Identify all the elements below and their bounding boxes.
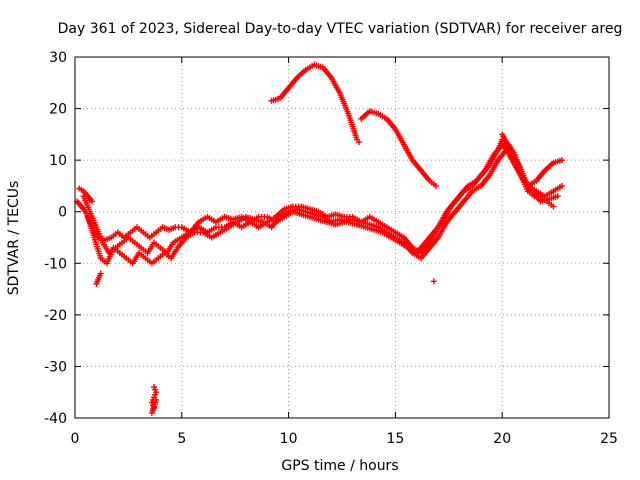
data-point — [554, 193, 561, 200]
y-tick-label: 30 — [49, 50, 67, 66]
x-tick-label: 20 — [493, 431, 511, 447]
data-point — [430, 278, 437, 285]
y-axis-label: SDTVAR / TECUs — [6, 181, 22, 296]
y-tick-label: -40 — [44, 411, 67, 427]
grid-lines — [75, 57, 609, 418]
data-point — [356, 139, 363, 146]
data-point — [89, 198, 96, 205]
data-point — [559, 157, 566, 164]
data-point — [97, 270, 104, 277]
x-tick-label: 15 — [386, 431, 404, 447]
data-point — [153, 396, 160, 403]
data-point — [432, 182, 439, 189]
x-tick-label: 10 — [280, 431, 298, 447]
y-tick-label: -30 — [44, 359, 67, 375]
x-axis-label: GPS time / hours — [281, 458, 398, 474]
y-tick-label: 0 — [58, 205, 67, 221]
chart-title: Day 361 of 2023, Sidereal Day-to-day VTE… — [58, 21, 623, 37]
y-axis-ticks: -40 -30 -20 -10 0 10 20 30 — [44, 50, 609, 427]
x-axis-ticks: 0 5 10 15 20 25 — [71, 57, 618, 447]
x-tick-label: 25 — [600, 431, 618, 447]
y-tick-label: -10 — [44, 256, 67, 272]
data-point — [550, 203, 557, 210]
y-tick-label: -20 — [44, 308, 67, 324]
y-tick-label: 10 — [49, 153, 67, 169]
data-markers — [74, 61, 566, 416]
data-point — [559, 182, 566, 189]
y-tick-label: 20 — [49, 102, 67, 118]
x-tick-label: 0 — [71, 431, 80, 447]
plot-frame — [74, 56, 610, 419]
x-tick-label: 5 — [177, 431, 186, 447]
